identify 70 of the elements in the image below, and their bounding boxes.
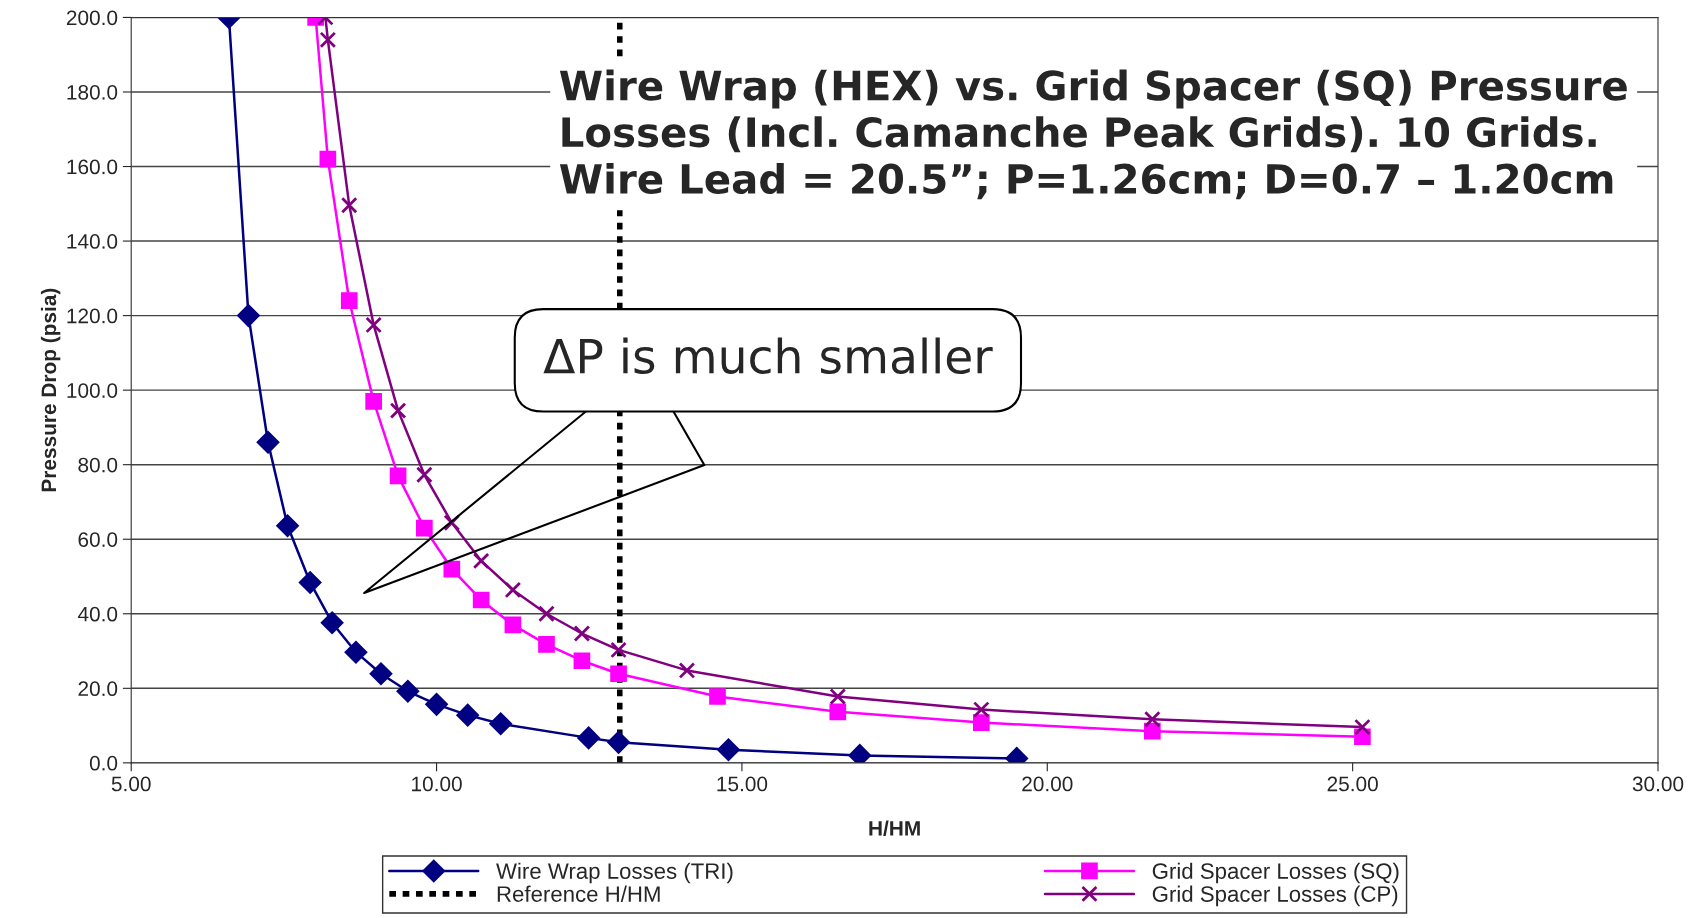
- legend-label: Reference H/HM: [497, 885, 660, 902]
- point: [389, 402, 407, 419]
- point: [396, 680, 420, 703]
- point: [298, 571, 322, 594]
- legend-label: Grid Spacer Losses (SQ): [1152, 862, 1399, 884]
- point: [577, 726, 600, 750]
- y-tick-label: 140.0: [67, 234, 118, 249]
- y-tick-label: 40.0: [77, 606, 118, 622]
- point: [320, 611, 344, 634]
- point: [848, 744, 871, 763]
- point: [610, 641, 627, 659]
- point: [443, 560, 461, 578]
- point: [365, 393, 382, 410]
- point: [344, 640, 368, 664]
- point: [504, 581, 522, 599]
- point: [472, 591, 490, 609]
- text: Wire Wrap (HEX) vs. Grid Spacer (SQ) Pressure Losses (Incl. Camanche Peak Grids). 10 Grids. Wire Lead = 20.5”; P=1.26cm; D=0.7 – 1.20cm: [559, 69, 1627, 200]
- point: [472, 552, 490, 570]
- point: [340, 292, 358, 310]
- x-tick-label: 30.00: [1632, 776, 1684, 792]
- y-tick-label: 160.0: [67, 159, 118, 175]
- point: [276, 514, 299, 538]
- y-axis-title: Pressure Drop (psia): [40, 288, 61, 492]
- y-tick-label: 80.0: [78, 457, 118, 473]
- point: [416, 519, 433, 537]
- point: [709, 688, 726, 705]
- x-axis-title: H/HM: [869, 820, 920, 836]
- x-tick-label: 5.00: [111, 776, 151, 792]
- y-tick-label: 120.0: [67, 308, 118, 324]
- point: [829, 688, 847, 705]
- x-tick-label: 25.00: [1327, 776, 1378, 792]
- point: [365, 316, 382, 334]
- x-tick-label: 10.00: [412, 776, 462, 792]
- y-tick-label: 180.0: [67, 84, 118, 100]
- point: [237, 304, 260, 327]
- y-tick-label: 200.0: [66, 10, 118, 26]
- y-tick-label: 0.0: [89, 755, 118, 771]
- point: [489, 712, 512, 735]
- legend-label: Wire Wrap Losses (TRI): [496, 862, 733, 884]
- legend-label: Grid Spacer Losses (CP): [1152, 885, 1398, 907]
- point: [972, 714, 990, 731]
- y-tick-label: 100.0: [67, 383, 118, 398]
- point: [340, 196, 358, 214]
- point: [972, 701, 990, 718]
- point: [607, 731, 630, 754]
- point: [717, 738, 740, 762]
- point: [1143, 722, 1161, 740]
- point: [456, 703, 479, 727]
- point: [369, 662, 393, 685]
- point: [829, 703, 847, 721]
- point: [319, 31, 337, 49]
- point: [610, 665, 627, 683]
- point: [504, 616, 522, 634]
- point: [319, 150, 337, 168]
- point: [1354, 718, 1371, 736]
- point: [538, 605, 555, 623]
- point: [256, 431, 280, 454]
- point: [573, 652, 591, 670]
- y-tick-label: 60.0: [78, 532, 118, 547]
- point: [538, 636, 555, 653]
- annotation: ΔP is much smaller: [543, 337, 993, 375]
- x-tick-label: 20.00: [1022, 776, 1073, 792]
- y-tick-label: 20.0: [78, 681, 118, 697]
- point: [389, 467, 407, 485]
- point: [416, 466, 433, 484]
- x-tick-label: 15.00: [717, 776, 768, 792]
- point: [425, 693, 448, 716]
- point: [573, 625, 591, 642]
- point: [678, 662, 696, 679]
- point: [1143, 710, 1161, 728]
